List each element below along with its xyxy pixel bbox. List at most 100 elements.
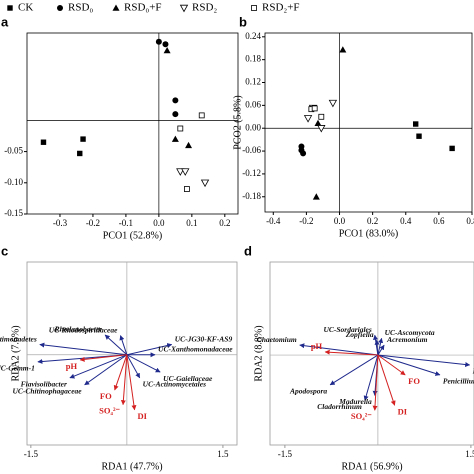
env-label: SO₄²⁻ [351,411,372,421]
plot-frame [264,32,473,213]
arrow [69,354,128,379]
plot-frame [26,261,238,446]
species-label: UC-Sordariales [323,325,371,334]
legend-label: RSD₂+F [262,2,300,14]
point [317,125,326,133]
arrow [377,344,385,356]
point [328,99,338,108]
point [171,135,179,142]
species-label: UC-Gaiellaceae [163,374,213,383]
point [311,105,318,112]
env-label: FO [408,376,420,386]
point [200,179,210,188]
y-tick-label: -0.15 [4,208,23,218]
x-axis-label: PCO1 (52.8%) [103,230,162,241]
x-tick-label: -1.5 [278,449,293,459]
legend-marker [251,5,257,11]
x-tick-label: 0.8 [466,216,474,226]
env-label: FO [100,391,112,401]
species-label: Fusarium [473,367,474,376]
arrow [299,343,378,356]
arrow [79,354,127,362]
x-tick-label: 0.6 [433,216,445,226]
x-tick-label: 1.5 [465,449,474,459]
arrow [377,354,406,376]
plot-frame [26,32,239,215]
point [80,136,86,142]
arrow [324,349,378,356]
point [155,38,162,45]
point [318,113,325,120]
legend-marker [57,5,63,11]
legend-label: RSD₀+F [124,2,162,14]
x-tick-label: -0.4 [266,216,281,226]
x-tick-label: 1.5 [217,449,229,459]
panel-label: b [239,14,247,29]
species-label: Apodospora [289,387,327,396]
species-label: Cladorrhinum [317,402,362,411]
point [77,150,83,157]
y-tick-label: 0.12 [245,77,261,87]
arrow [126,343,173,356]
point [172,111,179,118]
species-label: Madurella [338,397,372,406]
arrow [39,342,127,356]
legend-label: RSD₂ [192,2,217,14]
y-axis-label: PCO2 (5.8%) [232,95,243,149]
point [163,46,171,54]
point [40,139,47,145]
point [176,168,185,176]
point [412,121,419,127]
x-tick-label: 0.2 [367,216,378,226]
arrow [126,354,161,373]
x-tick-label: 0.1 [186,218,197,228]
arrow [372,355,379,411]
panel-label: a [1,14,9,29]
species-label: UC-Actinomycetales [143,380,206,389]
arrow [120,354,128,406]
point [183,186,190,192]
species-label: Flavisolibacter [21,380,67,389]
x-tick-label: 0.2 [219,218,230,228]
x-tick-label: 0.0 [334,216,346,226]
x-axis-label: PCO1 (83.0%) [339,228,398,239]
panel-label: c [1,243,8,258]
species-label: Chaetomium [257,335,297,344]
env-label: DI [398,406,408,416]
legend-marker [112,4,120,11]
x-tick-label: 0.4 [400,216,412,226]
point [449,145,455,152]
point [416,133,422,139]
env-label: DI [138,411,148,421]
point [303,115,313,123]
legend-marker [7,5,13,11]
arrow [84,354,128,386]
point [185,141,193,149]
species-label: Penicillium [443,377,474,386]
x-axis-label: RDA1 (47.7%) [101,461,162,472]
legend-label: CK [18,2,33,14]
point [314,119,322,127]
species-label: UC-Xanthomonadaceae [158,344,233,353]
plot-frame [269,261,474,446]
legend-label: RSD₀ [68,2,93,14]
arrow [126,354,141,379]
x-axis-label: RDA1 (56.9%) [341,461,402,472]
x-tick-label: -1.5 [24,449,39,459]
arrow [377,354,441,376]
species-label: UC-Chitinophagaceae [12,387,82,396]
panel-label: d [244,243,252,258]
arrow [126,354,137,411]
env-label: SO₄²⁻ [99,406,120,416]
point [162,41,169,48]
y-tick-label: -0.12 [242,168,261,178]
legend-marker [179,4,189,13]
arrow [104,334,128,356]
y-tick-label: 0.18 [245,54,261,64]
arrow [374,339,380,356]
species-label: UC-Gemm-1 [0,364,35,373]
y-axis-label: RDA2 (8.8%) [253,325,264,381]
arrow [377,354,471,367]
point [339,46,347,53]
